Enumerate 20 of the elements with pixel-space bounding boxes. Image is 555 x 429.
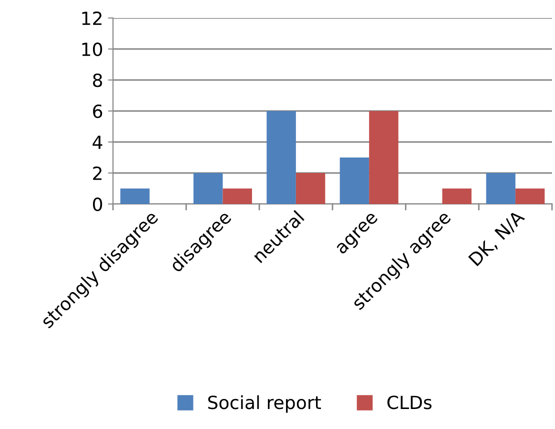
y-tick-label: 10 (82, 42, 102, 56)
y-tick-label: 4 (92, 136, 102, 149)
bar (296, 173, 326, 204)
y-tick-label: 12 (82, 11, 102, 25)
bar (486, 173, 516, 204)
bar (515, 188, 545, 204)
legend-label: Social report (208, 395, 321, 413)
y-tick-label: 8 (93, 73, 102, 88)
bar (340, 158, 370, 204)
legend-label: CLDs (387, 396, 432, 410)
bar (266, 111, 296, 204)
bar (222, 188, 252, 204)
y-tick-label: 6 (93, 104, 102, 118)
bar (120, 188, 150, 204)
x-tick-label: DK, N/A (468, 209, 526, 268)
y-tick-label: 2 (93, 166, 102, 180)
bar (369, 111, 398, 204)
y-tick-label: 0 (92, 197, 102, 212)
bar (442, 188, 472, 204)
bar (193, 173, 223, 204)
